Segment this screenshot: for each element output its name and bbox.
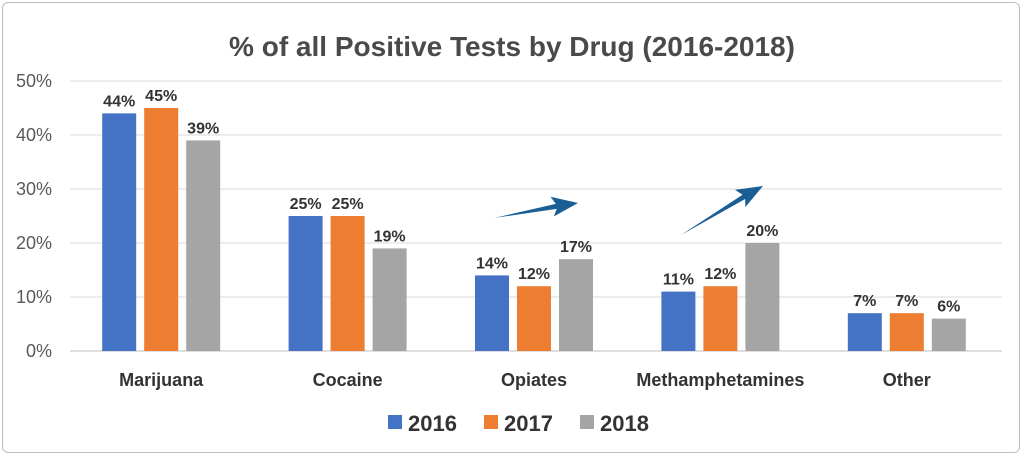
data-label: 11% (663, 272, 694, 289)
data-label: 25% (290, 196, 322, 213)
bar-2016-other (847, 313, 882, 351)
bar-2016-opiates (475, 275, 509, 351)
y-tick-label: 40% (16, 125, 52, 145)
chart-title: % of all Positive Tests by Drug (2016-20… (229, 31, 795, 62)
x-category-label: Marijuana (119, 370, 204, 390)
bar-2018-cocaine (372, 248, 407, 351)
data-label: 25% (332, 196, 364, 213)
y-tick-label: 30% (16, 179, 52, 199)
x-category-label: Cocaine (313, 370, 383, 390)
data-label: 20% (746, 223, 778, 240)
legend-label: 2017 (504, 411, 553, 436)
legend-swatch (484, 415, 498, 429)
bar-2016-cocaine (288, 216, 323, 351)
legend-swatch (388, 415, 402, 429)
bar-2018-marijuana (186, 140, 221, 351)
x-category-label: Other (883, 370, 931, 390)
bar-2016-methamphetamines (661, 291, 696, 351)
bar-2018-other (931, 318, 966, 351)
bar-2017-other (889, 313, 924, 351)
y-tick-label: 20% (16, 233, 52, 253)
data-label: 17% (560, 239, 592, 256)
bar-2018-opiates (559, 259, 593, 351)
legend-label: 2016 (408, 411, 457, 436)
y-tick-label: 50% (16, 71, 52, 91)
x-category-label: Opiates (501, 370, 567, 390)
data-label: 12% (518, 266, 550, 283)
data-label: 45% (145, 88, 177, 105)
data-label: 7% (853, 293, 876, 310)
legend-label: 2018 (600, 411, 649, 436)
data-label: 6% (937, 299, 960, 316)
data-label: 19% (374, 228, 406, 245)
bar-2017-methamphetamines (703, 286, 738, 351)
data-label: 12% (704, 266, 736, 283)
y-tick-label: 10% (16, 287, 52, 307)
bar-2017-cocaine (330, 216, 365, 351)
bar-2018-methamphetamines (745, 243, 780, 351)
bar-2016-marijuana (102, 113, 137, 352)
trend-arrow-icon (681, 185, 764, 235)
bar-2017-marijuana (144, 108, 179, 351)
data-label: 44% (103, 93, 135, 110)
data-label: 7% (895, 293, 918, 310)
data-label: 39% (187, 120, 219, 137)
legend-swatch (580, 415, 594, 429)
y-tick-label: 0% (26, 341, 52, 361)
bar-2017-opiates (517, 286, 551, 351)
x-category-label: Methamphetamines (636, 370, 804, 390)
data-label: 14% (476, 255, 508, 272)
trend-arrow-icon (494, 196, 579, 218)
